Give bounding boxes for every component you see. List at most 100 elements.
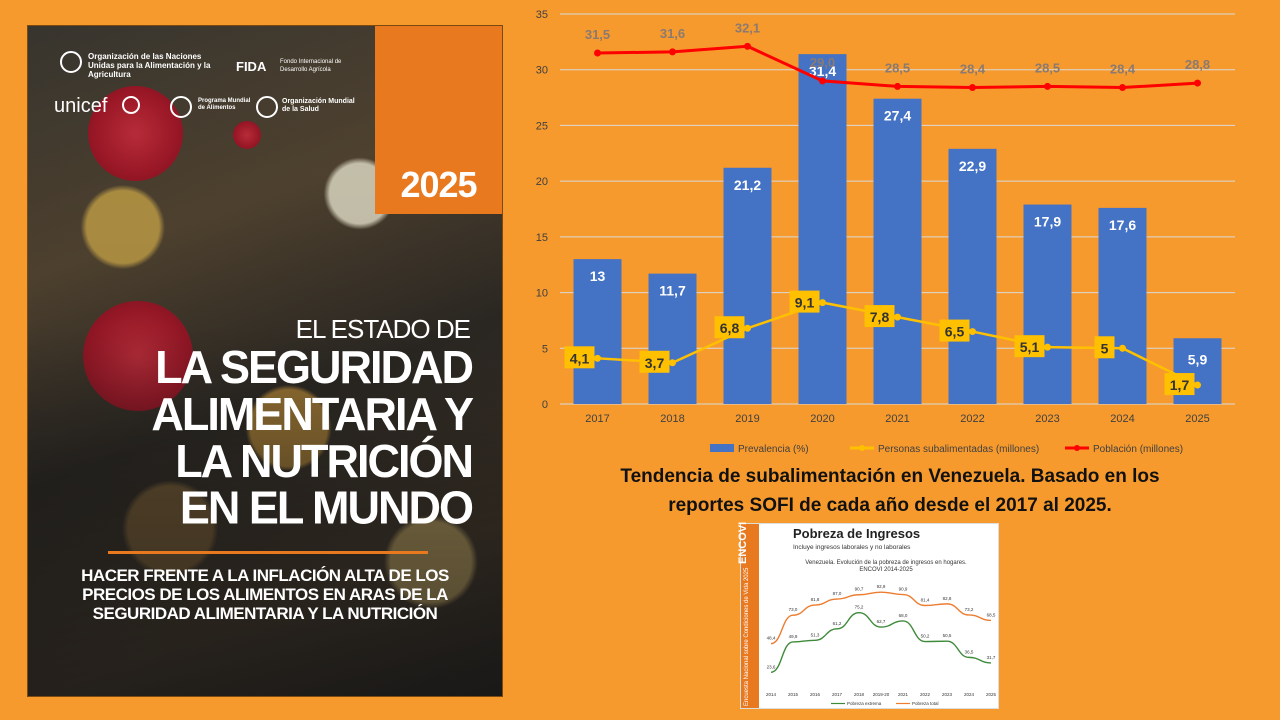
encovi-value-label: 90,9: [899, 587, 908, 592]
bar: [723, 167, 772, 404]
bar: [573, 259, 622, 404]
cover-title-line5: EN EL MUNDO: [179, 481, 474, 534]
encovi-inset: ENCOVI Encuesta Nacional sobre Condicion…: [737, 522, 999, 709]
encovi-band: ENCOVI Encuesta Nacional sobre Condicion…: [737, 522, 759, 708]
population-label: 28,5: [885, 60, 910, 75]
population-label: 31,6: [660, 26, 685, 41]
sofi-report-cover: Organización de las Naciones Unidas para…: [27, 25, 503, 697]
encovi-x-tick-label: 2017: [832, 692, 843, 697]
encovi-value-label: 68,0: [899, 613, 908, 618]
encovi-value-label: 92,9: [877, 584, 886, 589]
y-tick-label: 20: [536, 176, 548, 188]
org-pma: Programa Mundial de Alimentos: [198, 98, 251, 111]
population-point: [1044, 82, 1051, 90]
cover-title-line3: ALIMENTARIA Y: [151, 388, 474, 441]
undernourished-point: [894, 313, 901, 321]
bar: [873, 98, 922, 404]
encovi-value-label: 87,0: [833, 591, 842, 596]
encovi-subtitle: Incluye ingresos laborales y no laborale…: [793, 544, 911, 551]
org-unicef: unicef: [54, 95, 108, 117]
encovi-brand-sub: Encuesta Nacional sobre Condiciones de V…: [744, 567, 750, 706]
org-fida: FIDA: [236, 59, 267, 74]
encovi-value-label: 61,2: [833, 621, 842, 626]
bar: [948, 148, 997, 404]
undernourished-point: [744, 324, 751, 332]
legend-label: Población (millones): [1093, 444, 1183, 455]
org-fida-sub: Fondo Internacional de Desarrollo Agríco…: [280, 59, 342, 73]
undernourished-label: 9,1: [795, 295, 815, 311]
bar-value-label: 27,4: [884, 108, 911, 124]
encovi-value-label: 48,4: [767, 636, 776, 641]
wfp-logo-icon: [170, 96, 192, 118]
undernourished-label-box: [714, 316, 745, 339]
cover-title: LA SEGURIDAD ALIMENTARIA Y LA NUTRICIÓN …: [28, 344, 502, 532]
caption-line1: Tendencia de subalimentación en Venezuel…: [620, 466, 1160, 487]
bar-value-label: 22,9: [959, 158, 986, 174]
encovi-x-tick-label: 2019-20: [873, 692, 890, 697]
y-tick-label: 35: [536, 9, 548, 21]
encovi-x-tick-label: 2018: [854, 692, 865, 697]
encovi-value-label: 49,9: [789, 634, 798, 639]
undernourished-point: [819, 299, 826, 307]
population-point: [969, 84, 976, 92]
y-tick-label: 25: [536, 120, 548, 132]
encovi-value-label: 51,3: [811, 632, 820, 637]
chart-caption: Tendencia de subalimentación en Venezuel…: [560, 462, 1220, 520]
population-label: 28,4: [1110, 62, 1136, 77]
population-label: 31,5: [585, 27, 610, 42]
poverty-chart: 2014 2015 2016 2017 2018 2019-20 2021 2022 2023 2…: [766, 584, 997, 706]
cover-subtitle: HACER FRENTE A LA INFLACIÓN ALTA DE LOS …: [28, 566, 502, 623]
bar-value-label: 13: [590, 268, 606, 284]
bar: [1023, 204, 1072, 404]
year-box: 2025: [375, 26, 502, 214]
legend-swatch-marker: [1074, 445, 1080, 451]
x-tick-label: 2024: [1110, 413, 1134, 425]
undernourished-label: 5,1: [1020, 339, 1040, 355]
undernourished-label-box: [939, 319, 970, 342]
legend-label: Prevalencia (%): [738, 444, 809, 455]
org-oms: Organización Mundial de la Salud: [282, 98, 355, 113]
bar: [1098, 207, 1147, 404]
legend-label: Personas subalimentadas (millones): [878, 444, 1039, 455]
encovi-value-label: 36,5: [965, 649, 974, 654]
encovi-value-label: 73,0: [789, 607, 798, 612]
caption-line2: reportes SOFI de cada año desde el 2017 …: [668, 495, 1112, 516]
undernourished-point: [969, 328, 976, 336]
encovi-value-label: 23,6: [767, 664, 776, 669]
encovi-value-label: 73,2: [965, 607, 974, 612]
cover-subtitle-line3: SEGURIDAD ALIMENTARIA Y LA NUTRICIÓN: [92, 604, 438, 623]
encovi-value-label: 82,8: [943, 596, 952, 601]
undernourished-point: [1119, 344, 1126, 352]
undernourished-label-box: [639, 350, 670, 373]
undernourished-label: 6,8: [720, 320, 740, 336]
bar-value-label: 21,2: [734, 177, 761, 193]
cover-year: 2025: [400, 164, 477, 205]
bar-value-label: 17,6: [1109, 217, 1136, 233]
undernourished-label: 3,7: [645, 355, 665, 371]
legend-swatch: [710, 444, 734, 452]
encovi-note-line1: Venezuela. Evolución de la pobreza de in…: [805, 560, 967, 566]
undernourished-point: [669, 359, 676, 367]
population-point: [1194, 79, 1201, 87]
encovi-x-tick-label: 2015: [788, 692, 799, 697]
cover-subtitle-line2: PRECIOS DE LOS ALIMENTOS EN ARAS DE LA: [82, 585, 448, 604]
x-tick-label: 2020: [810, 413, 834, 425]
undernourished-point: [594, 354, 601, 362]
encovi-note: Venezuela. Evolución de la pobreza de in…: [791, 560, 981, 574]
population-point: [594, 49, 601, 57]
encovi-x-tick-label: 2021: [898, 692, 909, 697]
y-tick-label: 15: [536, 232, 548, 244]
undernourished-label-box: [864, 305, 895, 328]
undernourished-label-box: [1164, 373, 1195, 396]
bar-value-label: 11,7: [659, 283, 686, 299]
undernourished-label-box: [1094, 336, 1115, 359]
population-label: 32,1: [735, 20, 760, 35]
x-tick-label: 2022: [960, 413, 984, 425]
undernourished-label: 6,5: [945, 324, 965, 340]
fao-logo-icon: [60, 51, 82, 73]
x-tick-label: 2021: [885, 413, 909, 425]
encovi-series-line: [770, 591, 992, 645]
bar: [798, 54, 847, 404]
x-tick-label: 2025: [1185, 413, 1209, 425]
encovi-value-label: 31,7: [987, 655, 996, 660]
